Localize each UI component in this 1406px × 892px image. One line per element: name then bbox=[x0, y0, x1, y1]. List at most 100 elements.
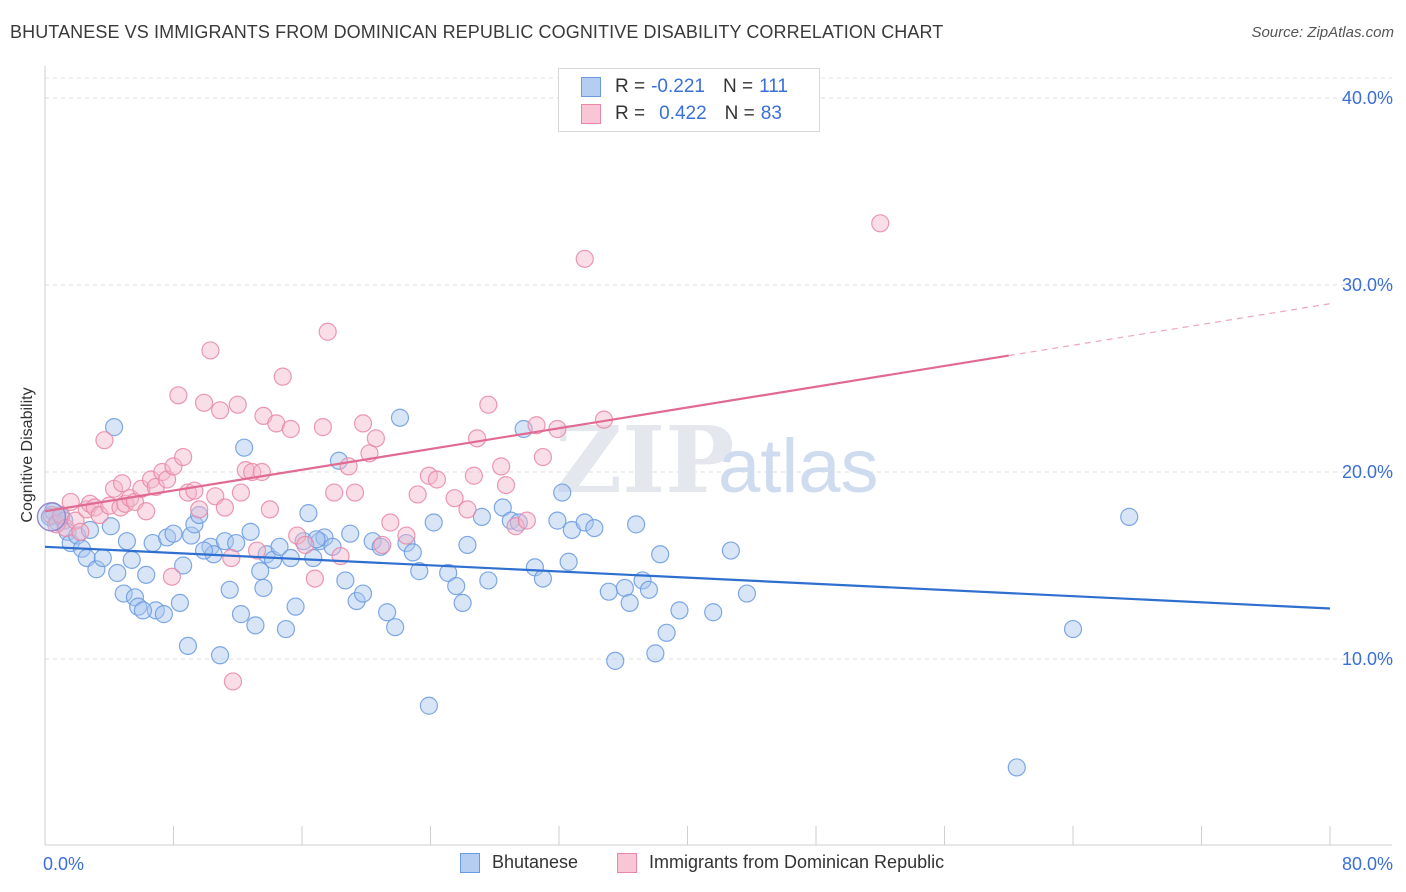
y-tick-label: 10.0% bbox=[1342, 649, 1393, 669]
bhutanese-point bbox=[553, 483, 572, 502]
bhutanese-point bbox=[104, 418, 124, 437]
bhutanese-point bbox=[241, 522, 260, 541]
dominican-point bbox=[318, 322, 337, 341]
legend-row-bhutanese: R = -0.221 N = 111 bbox=[581, 75, 788, 99]
legend-row-dominican: R = 0.422 N = 83 bbox=[581, 102, 782, 126]
dominican-point bbox=[137, 502, 156, 521]
dominican-point bbox=[506, 517, 525, 536]
correlation-legend: R = -0.221 N = 111 R = 0.422 N = 83 bbox=[558, 68, 820, 132]
bhutanese-point bbox=[137, 565, 156, 584]
r-label: R = bbox=[615, 103, 646, 124]
bhutanese-point bbox=[606, 651, 625, 670]
y-tick-label: 40.0% bbox=[1342, 88, 1393, 108]
source-credit: Source: ZipAtlas.com bbox=[1251, 24, 1394, 41]
dominican-point bbox=[281, 419, 300, 439]
bhutanese-point bbox=[559, 552, 578, 571]
cluster-point bbox=[36, 502, 67, 532]
watermark-zip: ZIP bbox=[555, 406, 734, 514]
dominican-point bbox=[164, 457, 183, 476]
bhutanese-point bbox=[386, 618, 405, 637]
dominican-point bbox=[95, 431, 114, 450]
dominican-point bbox=[132, 479, 151, 498]
legend-label-bhutanese: Bhutanese bbox=[492, 852, 579, 872]
bhutanese-point bbox=[108, 563, 127, 583]
dominican-point bbox=[185, 481, 204, 500]
r-label: R = bbox=[615, 76, 646, 97]
bhutanese-point bbox=[270, 537, 289, 556]
bhutanese-point bbox=[493, 498, 512, 517]
dominican-point bbox=[273, 367, 292, 386]
bhutanese-point bbox=[220, 580, 239, 599]
y-tick-label: 20.0% bbox=[1342, 462, 1393, 482]
bhutanese-point bbox=[341, 524, 360, 543]
bhutanese-point bbox=[93, 548, 112, 568]
bhutanese-point bbox=[439, 563, 458, 583]
bhutanese-point bbox=[575, 513, 594, 532]
dominican-point bbox=[353, 414, 373, 433]
bhutanese-point bbox=[307, 530, 326, 549]
bhutanese-point bbox=[114, 584, 133, 603]
dominican-point bbox=[222, 548, 241, 568]
bhutanese-point bbox=[378, 603, 397, 622]
bhutanese-point bbox=[254, 578, 273, 598]
pink-swatch-icon bbox=[581, 104, 601, 124]
dominican-point bbox=[381, 513, 400, 532]
bhutanese-point bbox=[87, 560, 106, 579]
bhutanese-point bbox=[336, 571, 355, 590]
watermark-atlas: atlas bbox=[718, 424, 879, 509]
dominican-point bbox=[305, 569, 324, 588]
bhutanese-point bbox=[458, 535, 477, 555]
dominican-point bbox=[345, 483, 365, 502]
bhutanese-point bbox=[246, 616, 265, 635]
bhutanese-point bbox=[585, 518, 604, 538]
bhutanese-point bbox=[472, 507, 491, 526]
dominican-point bbox=[313, 418, 332, 437]
bhutanese-point bbox=[651, 545, 670, 564]
x-tick-label: 0.0% bbox=[43, 854, 84, 874]
n-label: N = bbox=[722, 76, 754, 97]
dominican-trend-projection bbox=[1008, 303, 1331, 357]
data-points bbox=[36, 214, 1139, 777]
dominican-point bbox=[47, 515, 66, 534]
legend-item-bhutanese: Bhutanese bbox=[460, 852, 578, 873]
bhutanese-point bbox=[1007, 758, 1026, 777]
dominican-point bbox=[157, 470, 177, 489]
bhutanese-point bbox=[276, 619, 296, 639]
dominican-point bbox=[479, 395, 498, 414]
bhutanese-point bbox=[453, 593, 472, 613]
bhutanese-point bbox=[194, 541, 214, 560]
y-axis-label: Cognitive Disability bbox=[19, 387, 36, 523]
series-legend: Bhutanese Immigrants from Dominican Repu… bbox=[0, 852, 1406, 878]
bhutanese-point bbox=[101, 517, 120, 536]
bhutanese-point bbox=[397, 533, 416, 553]
bhutanese-point bbox=[164, 524, 183, 543]
bhutanese-point bbox=[390, 408, 410, 427]
bhutanese-point bbox=[639, 580, 659, 599]
bhutanese-point bbox=[424, 513, 443, 532]
dominican-point bbox=[194, 393, 214, 412]
bhutanese-point bbox=[533, 569, 553, 588]
dominican-point bbox=[56, 518, 75, 538]
dominican-point bbox=[112, 474, 132, 493]
pink-swatch-icon bbox=[617, 852, 637, 873]
dominican-point bbox=[373, 535, 392, 555]
dominican-point bbox=[464, 466, 483, 485]
bhutanese-point bbox=[1120, 507, 1139, 526]
dominican-point bbox=[366, 429, 385, 448]
n-value: 111 bbox=[759, 76, 788, 97]
bhutanese-point bbox=[190, 505, 209, 525]
bhutanese-point bbox=[403, 543, 422, 562]
bhutanese-point bbox=[299, 504, 318, 523]
legend-item-dominican: Immigrants from Dominican Republic bbox=[617, 852, 944, 873]
bhutanese-point bbox=[122, 550, 141, 569]
dominican-point bbox=[66, 511, 85, 530]
bhutanese-point bbox=[721, 541, 740, 560]
n-label: N = bbox=[724, 103, 755, 124]
dominican-point bbox=[210, 401, 230, 420]
grid-lines bbox=[45, 77, 1392, 660]
dominican-point bbox=[169, 386, 188, 405]
dominican-point bbox=[467, 429, 487, 448]
bhutanese-point bbox=[231, 605, 251, 624]
dominican-point bbox=[325, 483, 344, 502]
